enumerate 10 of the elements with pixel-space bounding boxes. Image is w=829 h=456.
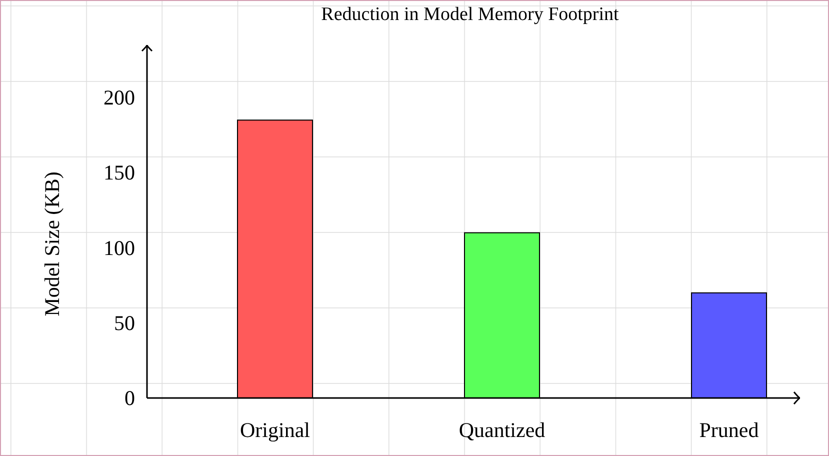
y-tick-label: 200	[104, 86, 135, 110]
x-tick-label: Pruned	[699, 418, 760, 442]
chart-title: Reduction in Model Memory Footprint	[321, 4, 620, 25]
y-tick-label: 0	[124, 386, 135, 410]
y-tick-label: 150	[104, 160, 135, 185]
y-tick-label: 100	[104, 236, 135, 260]
x-tick-label: Quantized	[458, 418, 546, 442]
x-tick-label: Original	[240, 418, 310, 442]
y-tick-label: 50	[114, 310, 135, 335]
y-axis-title: Model Size (KB)	[40, 172, 64, 316]
